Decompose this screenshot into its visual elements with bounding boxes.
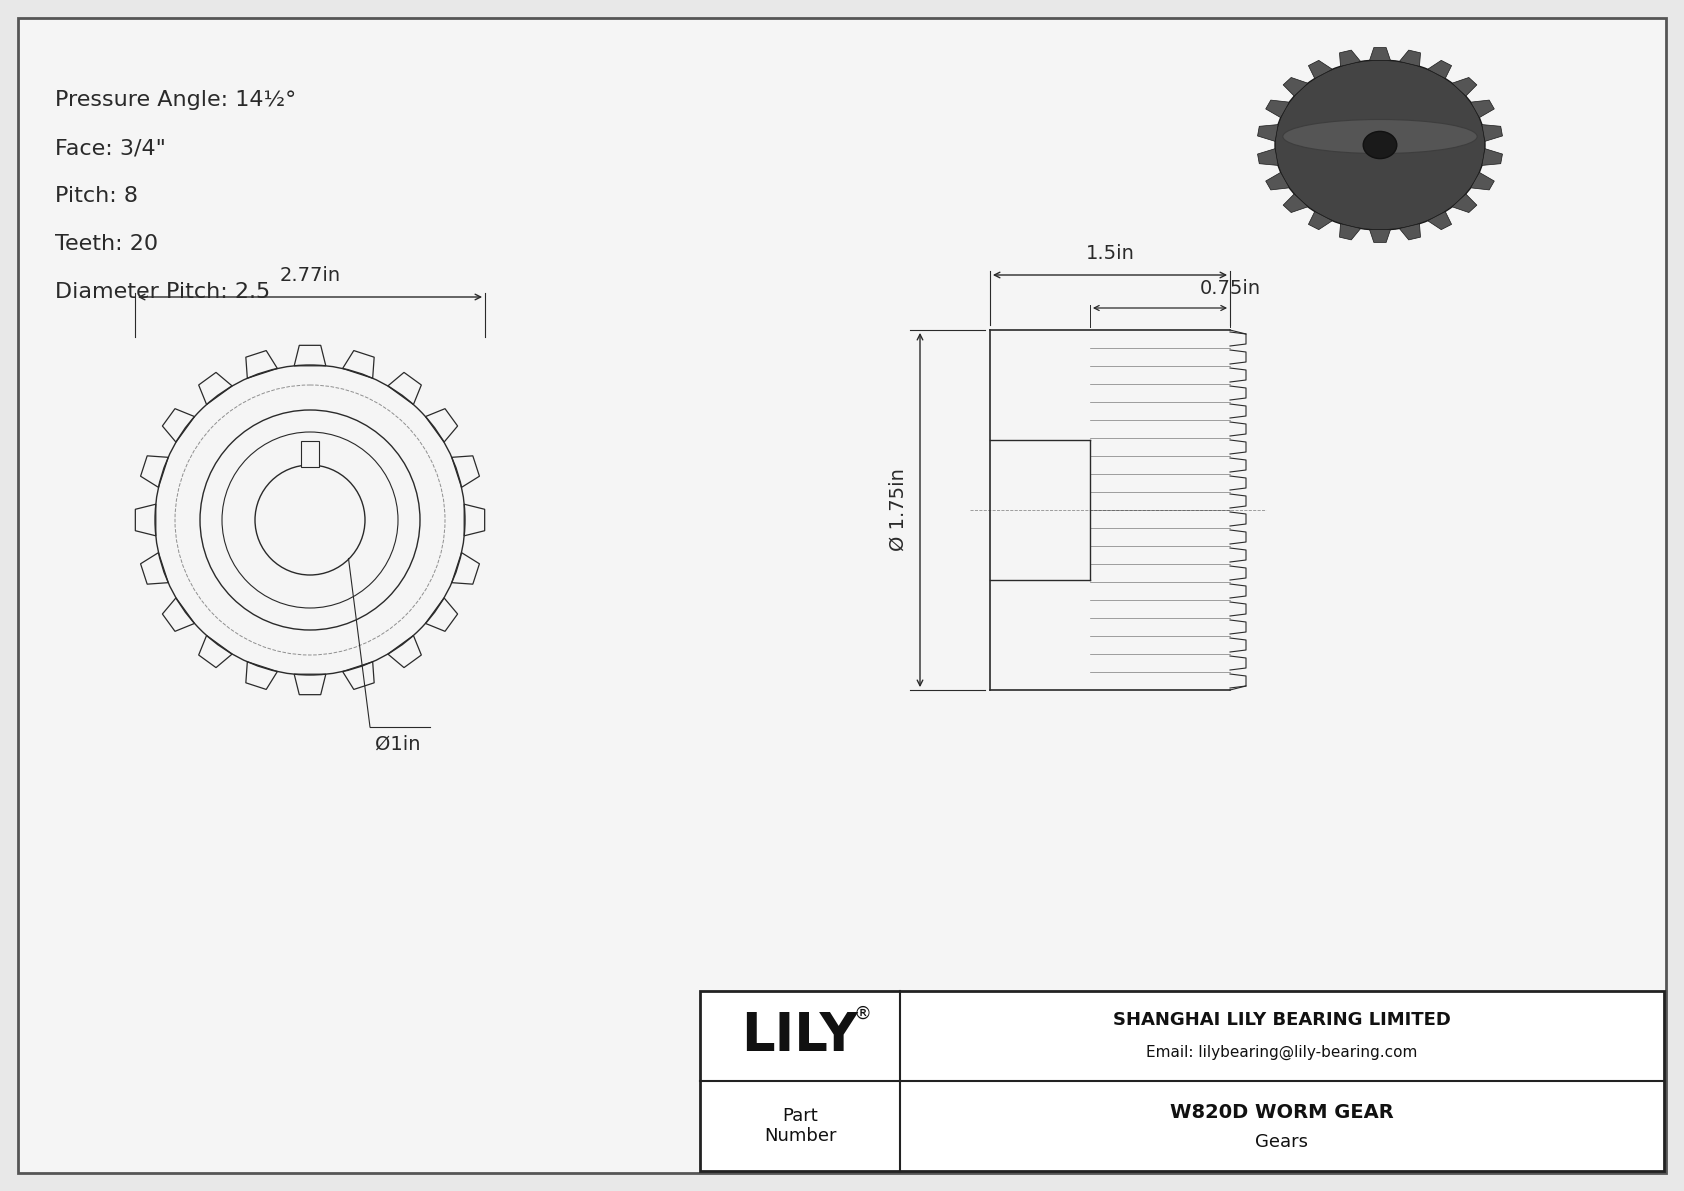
Polygon shape bbox=[1482, 149, 1502, 166]
Text: ®: ® bbox=[854, 1005, 871, 1023]
Text: Face: 3/4": Face: 3/4" bbox=[56, 138, 167, 158]
Bar bbox=[701, 991, 1664, 1171]
Polygon shape bbox=[1369, 230, 1391, 243]
Polygon shape bbox=[1399, 224, 1421, 239]
Ellipse shape bbox=[1283, 119, 1477, 154]
Text: Teeth: 20: Teeth: 20 bbox=[56, 233, 158, 254]
Text: 1.5in: 1.5in bbox=[1086, 244, 1135, 263]
Text: Email: lilybearing@lily-bearing.com: Email: lilybearing@lily-bearing.com bbox=[1147, 1045, 1418, 1060]
Polygon shape bbox=[1470, 173, 1494, 189]
Polygon shape bbox=[1283, 77, 1308, 96]
Text: SHANGHAI LILY BEARING LIMITED: SHANGHAI LILY BEARING LIMITED bbox=[1113, 1011, 1452, 1029]
Polygon shape bbox=[1308, 61, 1332, 79]
Polygon shape bbox=[1308, 212, 1332, 230]
Text: W820D WORM GEAR: W820D WORM GEAR bbox=[1170, 1103, 1394, 1122]
Polygon shape bbox=[1452, 77, 1477, 96]
Ellipse shape bbox=[1275, 60, 1485, 230]
Polygon shape bbox=[1452, 194, 1477, 212]
Text: 2.77in: 2.77in bbox=[280, 266, 340, 285]
Polygon shape bbox=[1266, 100, 1290, 118]
Polygon shape bbox=[1399, 50, 1421, 67]
Text: Ø1in: Ø1in bbox=[376, 735, 421, 754]
Ellipse shape bbox=[1364, 131, 1396, 158]
Text: 0.75in: 0.75in bbox=[1201, 279, 1261, 298]
Text: Ø 1.75in: Ø 1.75in bbox=[889, 468, 908, 551]
Polygon shape bbox=[1266, 173, 1290, 189]
Text: Pressure Angle: 14½°: Pressure Angle: 14½° bbox=[56, 91, 296, 110]
Polygon shape bbox=[1470, 100, 1494, 118]
Bar bbox=[301, 441, 318, 467]
Polygon shape bbox=[1428, 212, 1452, 230]
Polygon shape bbox=[1369, 48, 1391, 61]
Text: Gears: Gears bbox=[1256, 1133, 1308, 1151]
Polygon shape bbox=[1258, 149, 1278, 166]
Polygon shape bbox=[1339, 224, 1361, 239]
Polygon shape bbox=[1258, 125, 1278, 142]
Text: Diameter Pitch: 2.5: Diameter Pitch: 2.5 bbox=[56, 282, 269, 303]
Polygon shape bbox=[1283, 194, 1308, 212]
Text: LILY: LILY bbox=[741, 1010, 859, 1062]
Text: Pitch: 8: Pitch: 8 bbox=[56, 186, 138, 206]
Text: Part
Number: Part Number bbox=[765, 1106, 837, 1146]
Polygon shape bbox=[1428, 61, 1452, 79]
Polygon shape bbox=[1339, 50, 1361, 67]
Polygon shape bbox=[1482, 125, 1502, 142]
